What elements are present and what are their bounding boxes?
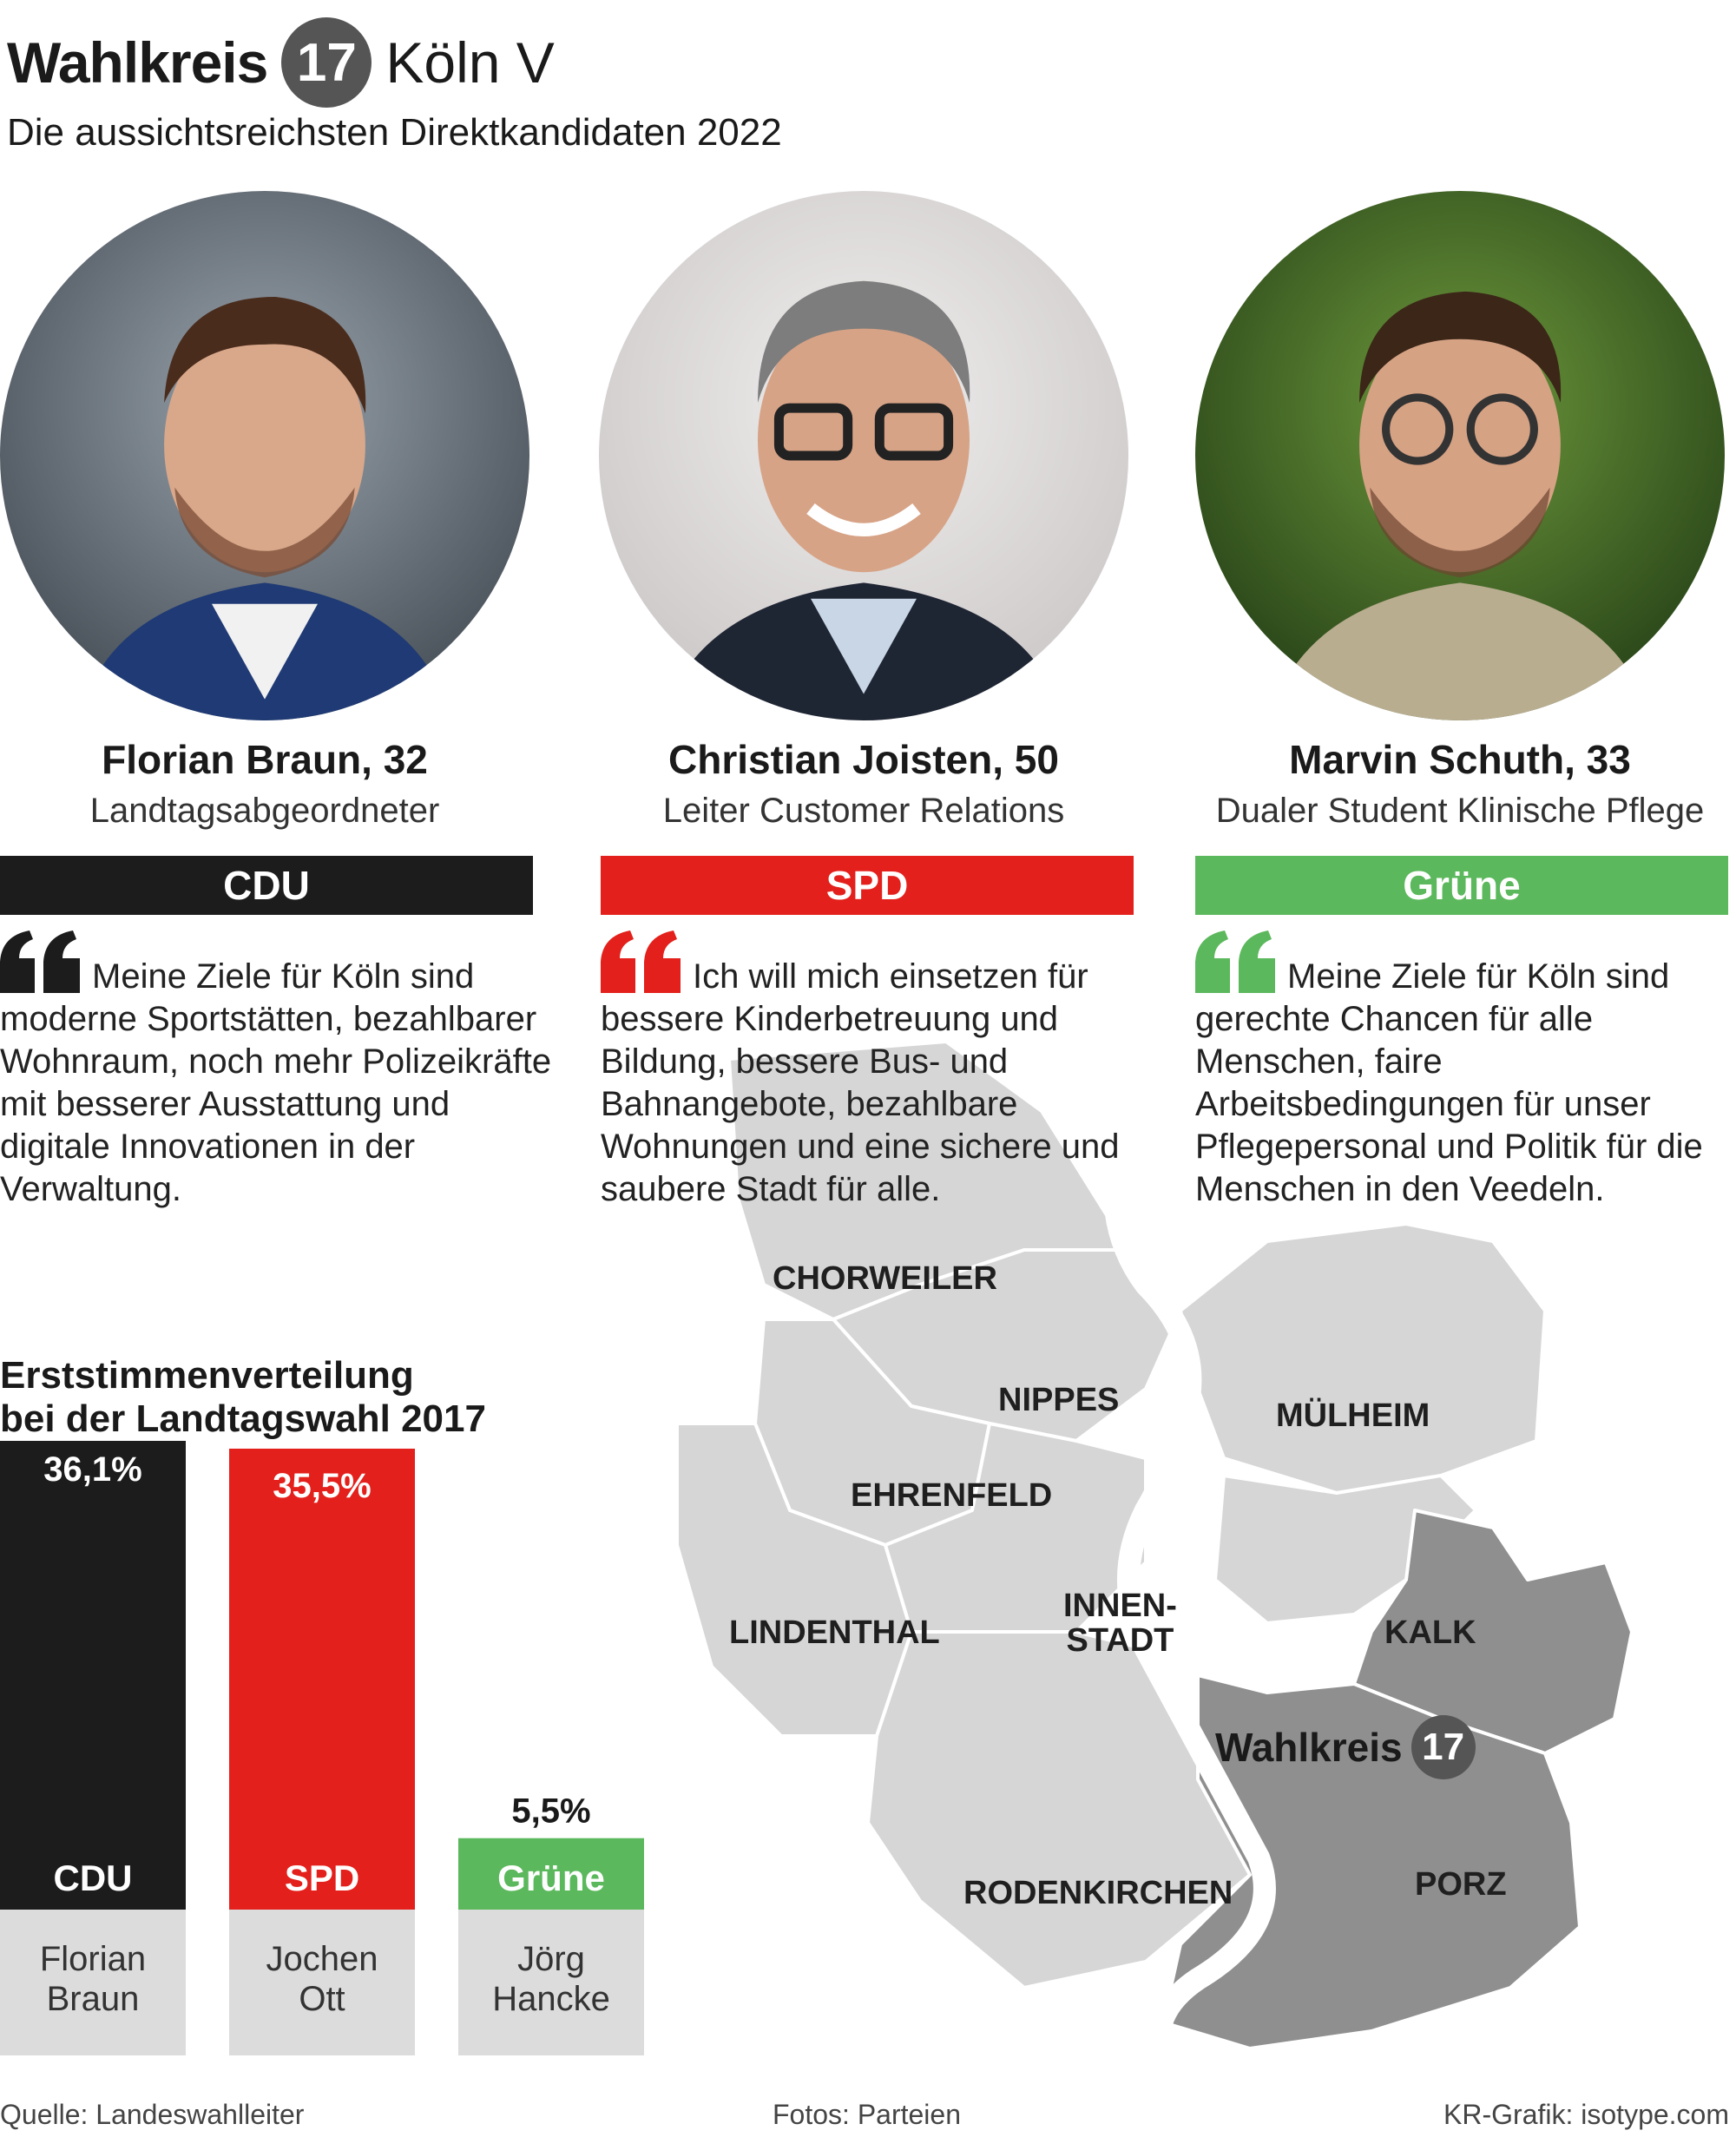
bar-0: [0, 1441, 186, 1910]
graphic-credit: KR-Grafik: isotype.com: [1443, 2099, 1729, 2130]
bar-2: [458, 1838, 644, 1910]
bar-candidate-label: Jochen: [266, 1940, 378, 1978]
map-label-ehrenfeld: EHRENFELD: [851, 1477, 1053, 1514]
map-district-muelheim: [1179, 1222, 1547, 1495]
map-label-muelheim: MÜLHEIM: [1276, 1397, 1430, 1434]
map-district-porz: [1161, 1673, 1581, 2050]
party-bar-gruene: Grüne: [1195, 856, 1728, 915]
candidate-photo-braun: [0, 191, 529, 720]
candidate-name: Marvin Schuth, 33: [1289, 737, 1631, 782]
map-label-porz: PORZ: [1415, 1866, 1507, 1903]
portrait-illustration: [599, 191, 1128, 720]
quote-mark-icon: [601, 930, 681, 993]
map-label-chorweiler: CHORWEILER: [773, 1260, 997, 1297]
party-bar-spd: SPD: [601, 856, 1134, 915]
source-credit: Quelle: Landeswahlleiter: [0, 2099, 305, 2130]
rhine-river: [1103, 1100, 1276, 2066]
bar-1: [229, 1448, 415, 1910]
photo-credit: Fotos: Parteien: [773, 2099, 961, 2130]
bar-value-label: 35,5%: [273, 1467, 371, 1505]
bar-category-label: CDU: [54, 1858, 133, 1898]
map-label-nippes: NIPPES: [998, 1382, 1120, 1418]
candidate-quote: Meine Ziele für Köln sind gerechte Chanc…: [1195, 930, 1733, 1211]
bar-candidate-label: Ott: [299, 1980, 345, 2018]
quote-text: Meine Ziele für Köln sind gerechte Chanc…: [1195, 957, 1703, 1208]
party-bar-cdu: CDU: [0, 856, 533, 915]
candidate-name-box: [0, 1910, 186, 2055]
portrait-illustration: [1195, 191, 1725, 720]
map-highlight-number: 17: [1410, 1715, 1476, 1779]
map-district-kalk: [1352, 1509, 1634, 1755]
city-name: Köln V: [385, 30, 555, 95]
bar-candidate-label: Florian: [40, 1940, 146, 1978]
map-highlight-label: Wahlkreis 17: [1215, 1715, 1476, 1779]
map-label-innenstadt: INNEN- STADT: [1063, 1588, 1177, 1659]
bar-value-label: 36,1%: [43, 1450, 141, 1489]
bar-candidate-label: Braun: [47, 1980, 140, 2018]
candidate-photo-joisten: [599, 191, 1128, 720]
bar-category-label: Grüne: [497, 1858, 605, 1898]
map-label-kalk: KALK: [1384, 1614, 1476, 1651]
map-highlight-text: Wahlkreis: [1215, 1725, 1403, 1770]
bar-category-label: SPD: [285, 1858, 359, 1898]
quote-text: Meine Ziele für Köln sind moderne Sports…: [0, 957, 552, 1208]
candidate-name: Christian Joisten, 50: [668, 737, 1059, 782]
candidate-name-box: [458, 1910, 644, 2055]
candidate-job: Dualer Student Klinische Pflege: [1215, 792, 1705, 830]
cologne-district-map: [675, 1040, 1634, 2066]
portrait-illustration: [0, 191, 529, 720]
page-subtitle: Die aussichtsreichsten Direktkandidaten …: [7, 111, 782, 154]
candidate-photo-schuth: [1195, 191, 1725, 720]
candidate-quote: Ich will mich einsetzen für bessere Kind…: [601, 930, 1156, 1211]
bar-value-label: 5,5%: [511, 1792, 590, 1831]
chart-title: Erststimmenverteilung bei der Landtagswa…: [0, 1354, 486, 1440]
bar-candidate-label: Jörg: [517, 1940, 585, 1978]
quote-text: Ich will mich einsetzen für bessere Kind…: [601, 957, 1120, 1208]
candidate-quote: Meine Ziele für Köln sind moderne Sports…: [0, 930, 556, 1211]
candidate-name: Florian Braun, 32: [102, 737, 428, 782]
map-label-rodenkirchen: RODENKIRCHEN: [963, 1875, 1233, 1911]
candidate-job: Landtagsabgeordneter: [89, 792, 440, 830]
title-row: Wahlkreis 17 Köln V: [7, 17, 555, 108]
candidate-job: Leiter Customer Relations: [662, 792, 1065, 830]
map-label-lindenthal: LINDENTHAL: [729, 1614, 940, 1651]
quote-mark-icon: [0, 930, 80, 993]
bar-candidate-label: Hancke: [492, 1980, 610, 2018]
candidate-name-box: [229, 1910, 415, 2055]
district-number-badge: 17: [281, 17, 372, 108]
quote-mark-icon: [1195, 930, 1275, 993]
page-title: Wahlkreis: [7, 30, 268, 95]
